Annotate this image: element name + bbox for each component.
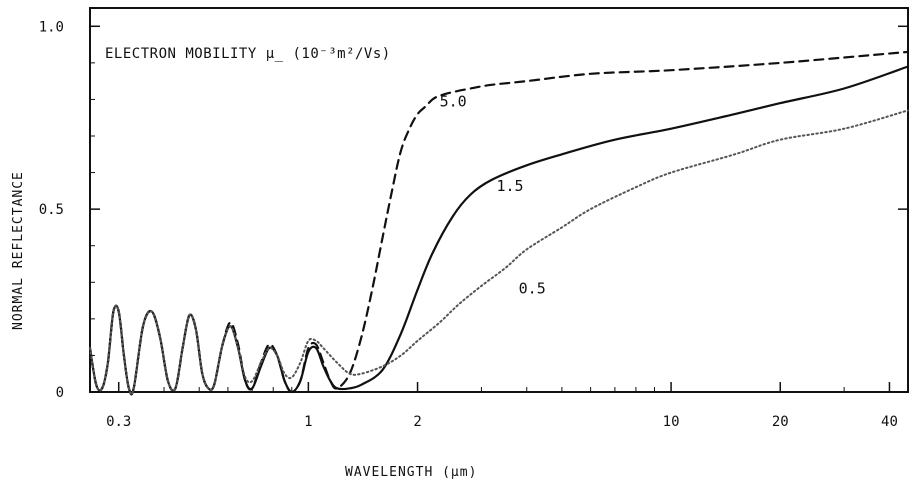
series-line-0-5 <box>89 109 909 396</box>
series-line-5-0 <box>88 50 910 396</box>
y-tick-label: 1.0 <box>39 19 64 35</box>
plot-border <box>89 7 909 393</box>
y-tick-label: 0 <box>56 385 64 401</box>
series-label-0-5: 0.5 <box>519 279 546 297</box>
labels-layer: 5.0 1.5 0.5 <box>440 93 546 298</box>
series-layer <box>88 50 910 396</box>
axis-ticks: 0 0.5 1.0 0.3 1 2 10 20 40 <box>39 19 908 430</box>
x-tick-label: 20 <box>772 414 789 430</box>
x-tick-label: 10 <box>663 414 680 430</box>
chart-title: ELECTRON MOBILITY μ_ (10⁻³m²/Vs) <box>105 46 391 62</box>
y-tick-label: 0.5 <box>39 202 64 218</box>
plot-frame <box>89 7 909 393</box>
y-axis-label: NORMAL REFLECTANCE <box>11 171 26 330</box>
x-tick-label: 0.3 <box>106 414 131 430</box>
x-axis-label: WAVELENGTH (μm) <box>345 465 477 480</box>
x-tick-label: 40 <box>881 414 898 430</box>
x-tick-label: 1 <box>304 414 312 430</box>
series-label-1-5: 1.5 <box>496 177 523 195</box>
series-label-5-0: 5.0 <box>440 93 467 111</box>
series-line-1-5 <box>88 65 910 396</box>
x-tick-label: 2 <box>413 414 421 430</box>
